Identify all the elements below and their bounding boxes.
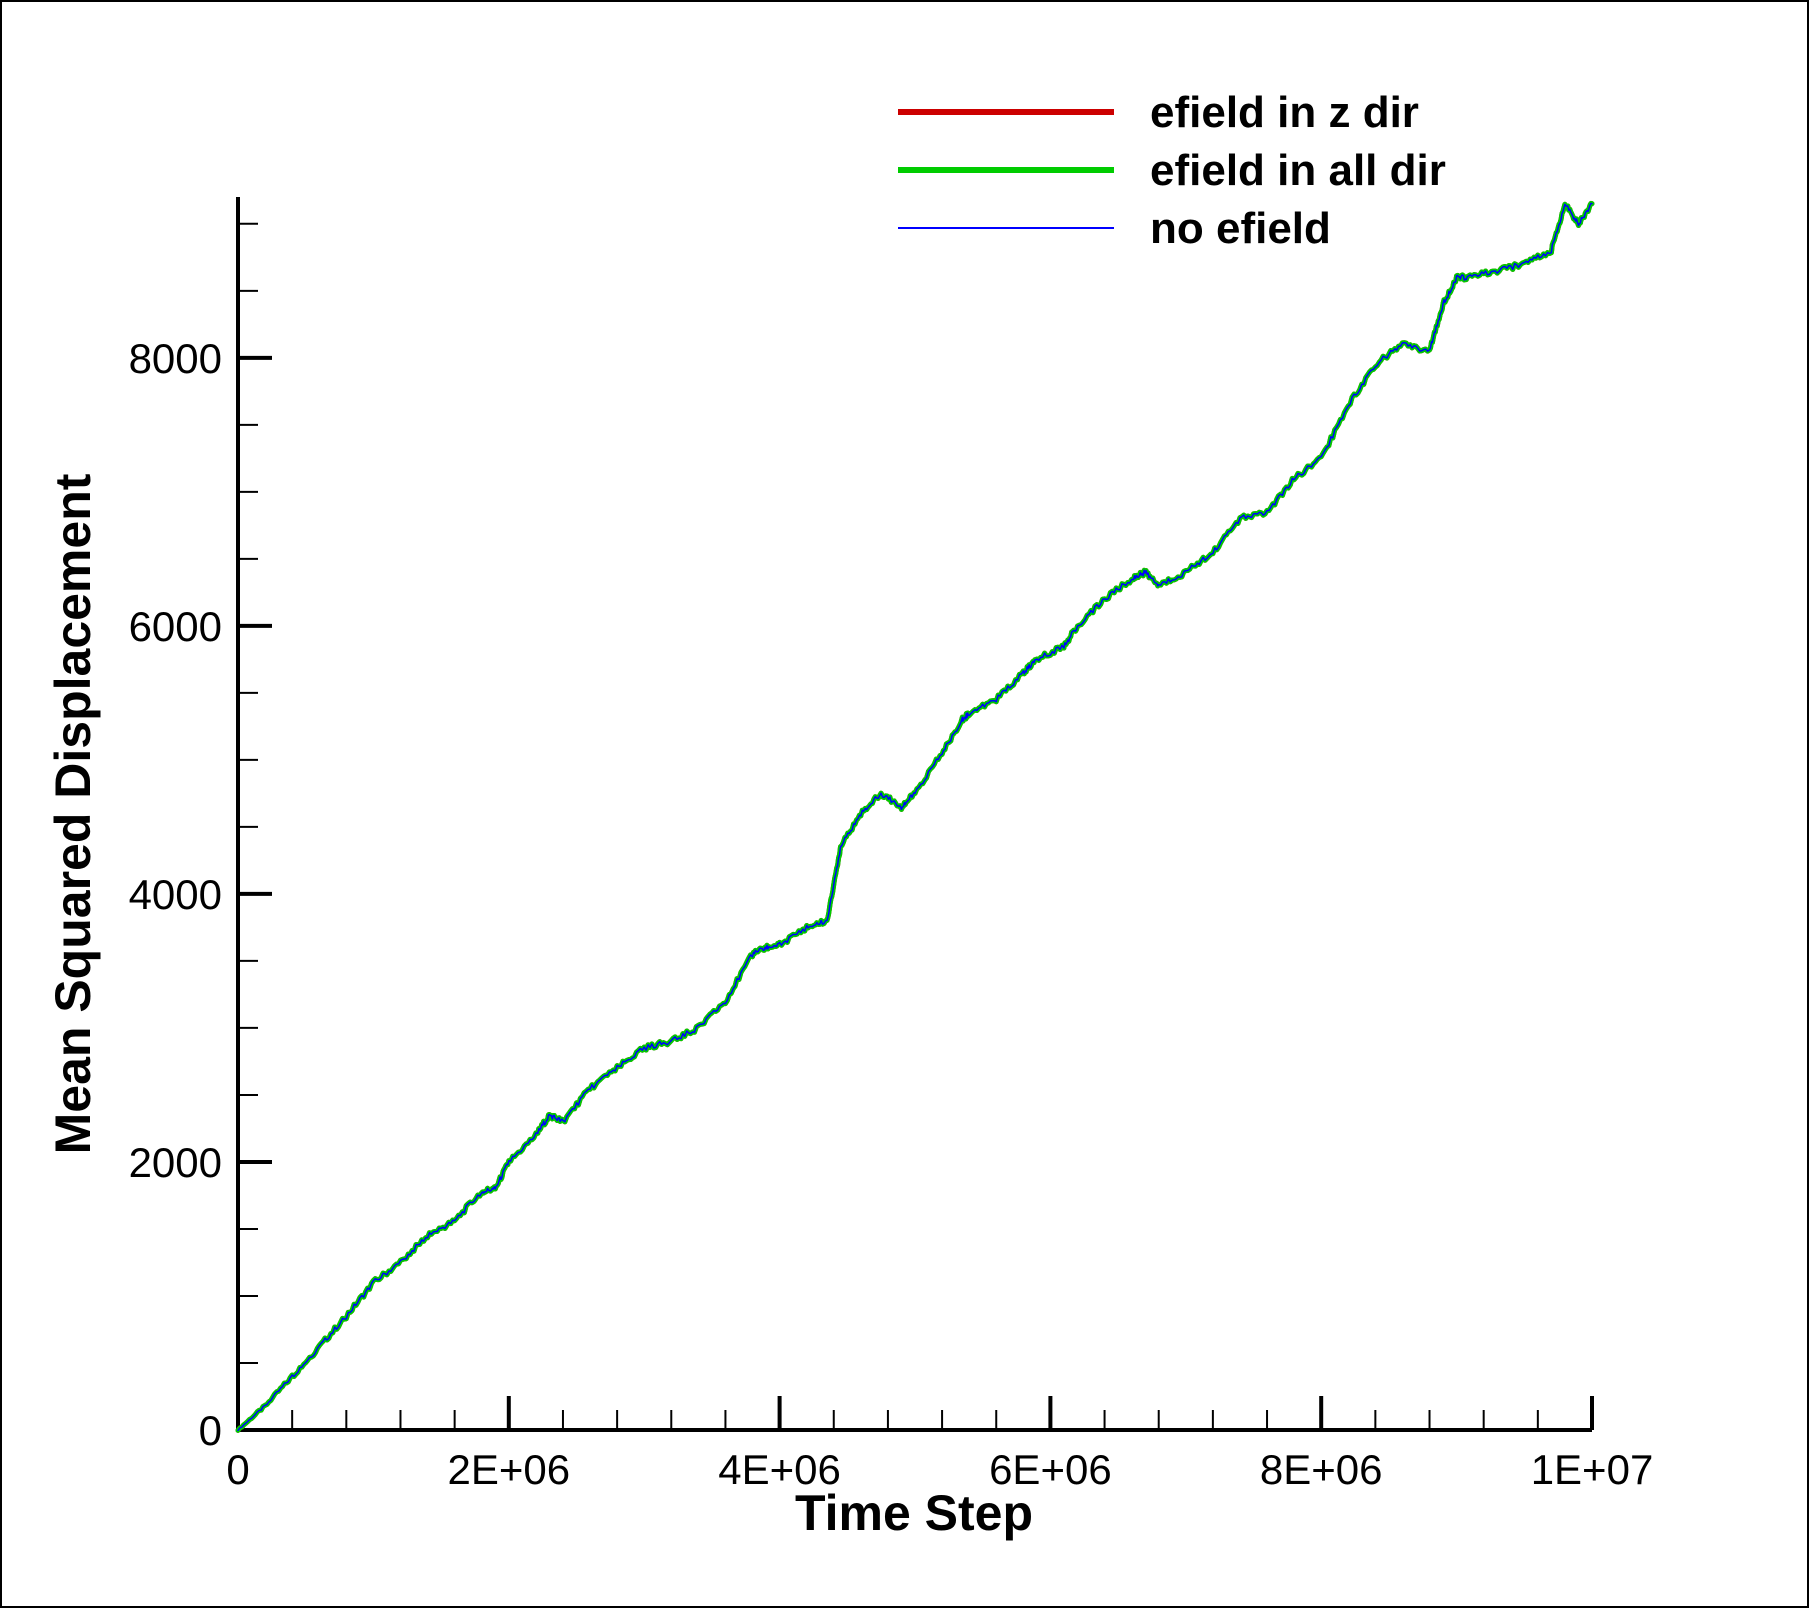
x-tick-label: 1E+07 <box>1531 1446 1654 1493</box>
x-tick-label: 4E+06 <box>718 1446 841 1493</box>
series-layer <box>235 200 1595 1433</box>
y-tick-label: 0 <box>199 1407 222 1454</box>
legend-label: no efield <box>1150 204 1331 253</box>
x-tick-label: 0 <box>226 1446 249 1493</box>
x-tick-label: 6E+06 <box>989 1446 1112 1493</box>
y-tick-label: 8000 <box>129 335 222 382</box>
legend-label: efield in all dir <box>1150 146 1446 195</box>
y-tick-label: 6000 <box>129 603 222 650</box>
axes: 0 2E+06 4E+06 6E+06 8E+06 1E+07 0 2000 4000 6000 8… <box>129 197 1654 1493</box>
legend: efield in z dir efield in all dir no efiel… <box>898 88 1446 253</box>
y-axis-label: Mean Squared Displacement <box>45 473 101 1154</box>
y-tick-label: 2000 <box>129 1139 222 1186</box>
y-tick-label: 4000 <box>129 871 222 918</box>
series-line-2 <box>235 200 1595 1433</box>
series-line-3 <box>237 202 1593 1432</box>
x-tick-label: 8E+06 <box>1260 1446 1383 1493</box>
x-tick-label: 2E+06 <box>447 1446 570 1493</box>
legend-label: efield in z dir <box>1150 88 1419 137</box>
x-axis-label: Time Step <box>795 1485 1033 1541</box>
series-line-1 <box>235 200 1595 1433</box>
